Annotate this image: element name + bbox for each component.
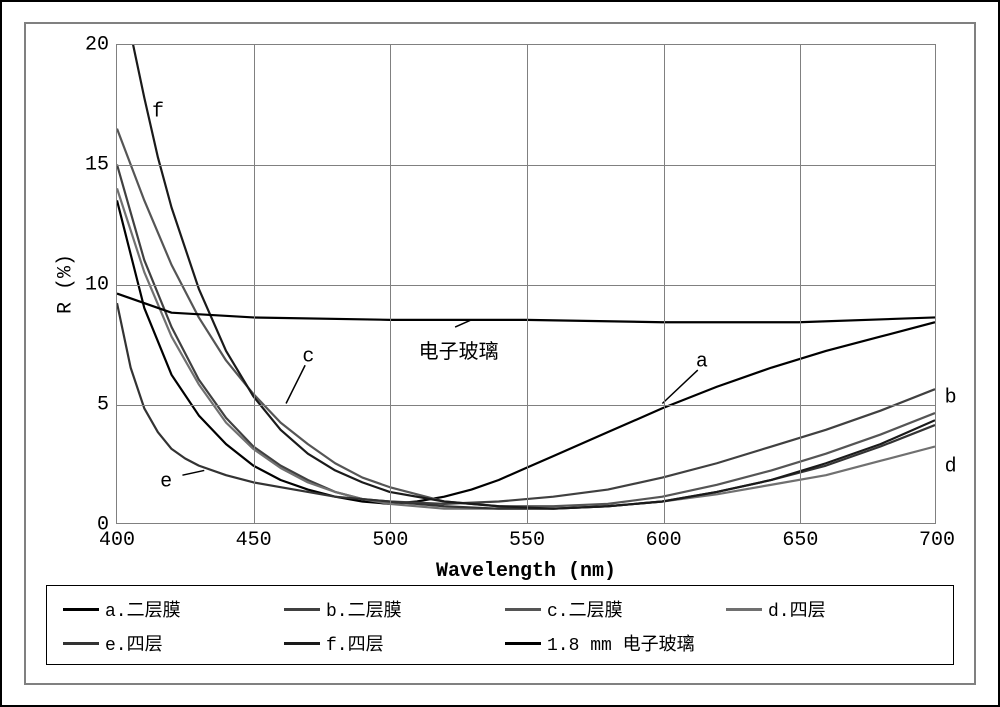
legend-entry-b: b.二层膜 <box>284 596 495 622</box>
x-tick-label: 550 <box>509 529 545 552</box>
legend-label: a.二层膜 <box>105 596 181 622</box>
legend-label: b.二层膜 <box>326 596 402 622</box>
chart-svg <box>117 45 935 523</box>
legend-swatch <box>505 642 541 645</box>
legend-label: f.四层 <box>326 630 384 656</box>
x-axis-label: Wavelength (nm) <box>436 560 616 583</box>
legend-entry-a: a.二层膜 <box>63 596 274 622</box>
y-tick-label: 15 <box>85 154 109 177</box>
annotation-leader <box>286 365 305 403</box>
y-tick-label: 5 <box>97 394 109 417</box>
gridline-h <box>117 405 935 406</box>
series-d <box>117 188 935 508</box>
plot-area: 05101520400450500550600650700fc电子玻璃aebd <box>116 44 936 524</box>
legend-entry-d: d.四层 <box>726 596 937 622</box>
legend-entry-c: c.二层膜 <box>505 596 716 622</box>
legend-label: e.四层 <box>105 630 163 656</box>
x-tick-label: 600 <box>646 529 682 552</box>
x-tick-label: 500 <box>372 529 408 552</box>
outer-frame: 05101520400450500550600650700fc电子玻璃aebd … <box>0 0 1000 707</box>
series-glass <box>117 294 935 323</box>
legend-swatch <box>63 642 99 645</box>
annotation-label: a <box>696 350 708 373</box>
chart-area: 05101520400450500550600650700fc电子玻璃aebd … <box>116 44 936 524</box>
legend-swatch <box>505 608 541 611</box>
x-tick-label: 700 <box>919 529 955 552</box>
x-tick-label: 400 <box>99 529 135 552</box>
gridline-v <box>254 45 255 523</box>
annotation-label: d <box>945 456 957 479</box>
legend-entry-glass: 1.8 mm 电子玻璃 <box>505 630 716 656</box>
legend-swatch <box>726 608 762 611</box>
x-tick-label: 650 <box>782 529 818 552</box>
gridline-v <box>664 45 665 523</box>
annotation-label: c <box>302 346 314 369</box>
series-b <box>117 165 935 504</box>
y-tick-label: 10 <box>85 274 109 297</box>
legend-label: c.二层膜 <box>547 596 623 622</box>
legend-swatch <box>63 608 99 611</box>
legend-label: d.四层 <box>768 596 826 622</box>
legend: a.二层膜 b.二层膜 c.二层膜 d.四层 e.四层 f.四层 1.8 mm 电子玻璃 <box>46 585 954 665</box>
annotation-label: b <box>945 386 957 409</box>
annotation-label: f <box>152 101 164 124</box>
legend-swatch <box>284 642 320 645</box>
y-tick-label: 20 <box>85 34 109 57</box>
legend-entry-f: f.四层 <box>284 630 495 656</box>
legend-swatch <box>284 608 320 611</box>
y-axis-label: R (%) <box>55 254 78 314</box>
annotation-label: e <box>160 470 172 493</box>
legend-entry-e: e.四层 <box>63 630 274 656</box>
annotation-leader <box>662 370 697 403</box>
gridline-v <box>527 45 528 523</box>
legend-label: 1.8 mm 电子玻璃 <box>547 630 695 656</box>
annotation-leader <box>182 470 204 475</box>
x-tick-label: 450 <box>236 529 272 552</box>
inner-frame: 05101520400450500550600650700fc电子玻璃aebd … <box>24 22 976 685</box>
annotation-label: 电子玻璃 <box>419 335 499 365</box>
gridline-v <box>800 45 801 523</box>
gridline-h <box>117 285 935 286</box>
gridline-h <box>117 165 935 166</box>
gridline-v <box>390 45 391 523</box>
